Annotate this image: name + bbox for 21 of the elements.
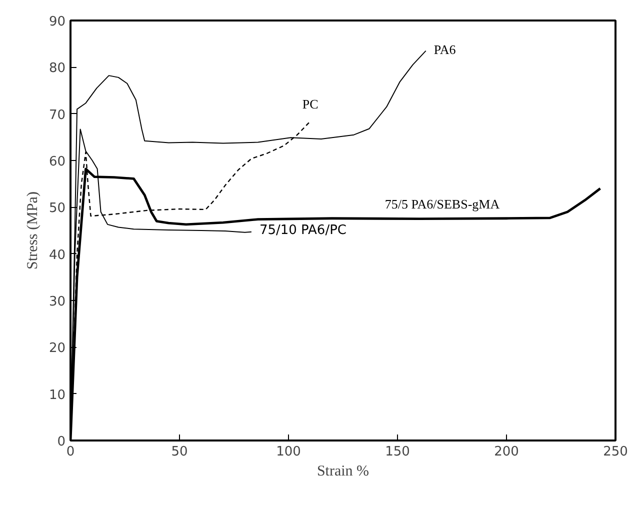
y-tick-label: 30 (48, 294, 66, 310)
y-tick-label: 60 (48, 154, 66, 170)
y-tick-label: 10 (48, 388, 66, 403)
y-tick-label: 80 (48, 61, 66, 76)
series-label: 75/10 PA6/PC (259, 222, 347, 238)
series-label: PA6 (434, 42, 456, 57)
series-label: PC (302, 96, 318, 112)
y-tick-label: 20 (48, 341, 66, 356)
y-tick-label: 0 (57, 434, 66, 450)
y-tick-label: 40 (48, 248, 66, 263)
x-axis-title: Strain % (316, 464, 370, 480)
x-tick-label: 150 (385, 444, 410, 460)
y-tick-label: 70 (48, 108, 66, 123)
x-tick-label: 100 (276, 444, 301, 460)
x-tick-label: 250 (603, 444, 628, 460)
y-tick-label: 50 (48, 201, 66, 216)
y-tick-label: 90 (48, 14, 66, 30)
series-label: 75/5 PA6/SEBS-gMA (384, 196, 500, 212)
x-tick-label: 50 (171, 444, 188, 460)
y-axis-title: Stress (MPa) (24, 192, 41, 270)
x-tick-label: 200 (494, 444, 519, 460)
